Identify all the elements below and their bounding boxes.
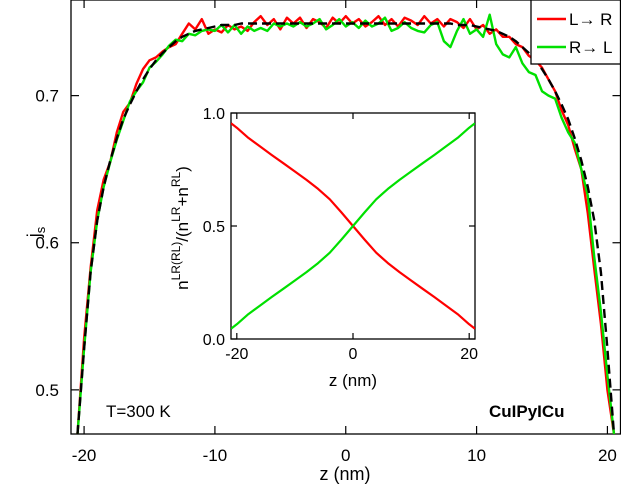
main-series-1-line [76, 13, 616, 434]
main-series-2-line [76, 22, 616, 434]
inset-x-tick-label: 20 [460, 346, 478, 363]
main-y-axis-label: js [24, 226, 48, 238]
main-x-tick-label: -20 [72, 446, 97, 465]
inset-y-axis-label: nLR(RL)/(nLR+nRL) [169, 166, 192, 290]
inset-x-tick-label: 0 [349, 346, 358, 363]
inset-y-tick-label: 0.0 [203, 332, 225, 349]
main-x-tick-label: -10 [203, 446, 228, 465]
inset-series [231, 122, 475, 330]
inset-x-tick-label: -20 [225, 346, 248, 363]
legend-box [530, 0, 621, 65]
legend: L→ R R→ L [530, 0, 621, 65]
inset-y-tick-label: 1.0 [203, 106, 225, 123]
main-y-tick-label: 0.5 [35, 381, 59, 400]
inset-ticks: -20 0 20 0.0 0.5 1.0 [203, 106, 478, 363]
inset-x-axis-label: z (nm) [329, 371, 377, 390]
inset-y-tick-label: 0.5 [203, 219, 225, 236]
main-x-axis-label: z (nm) [320, 464, 371, 484]
legend-label-lr: L→ R [569, 10, 612, 29]
main-y-tick-label: 0.6 [35, 234, 59, 253]
main-x-tick-label: 10 [467, 446, 486, 465]
molecule-annotation: CuIPyICu [489, 402, 565, 421]
legend-label-rl: R→ L [569, 38, 612, 57]
main-series [76, 13, 616, 434]
main-x-tick-label: 0 [341, 446, 350, 465]
main-x-tick-label: 20 [598, 446, 617, 465]
inset-plot: -20 0 20 0.0 0.5 1.0 z (nm) nLR(RL)/(nLR+nRL) [169, 106, 478, 390]
main-y-tick-label: 0.7 [35, 87, 59, 106]
main-ticks: -20 -10 0 10 20 0.5 0.6 0.7 [35, 0, 621, 465]
temperature-annotation: T=300 K [106, 402, 171, 421]
inset-series-1-line [231, 122, 475, 330]
